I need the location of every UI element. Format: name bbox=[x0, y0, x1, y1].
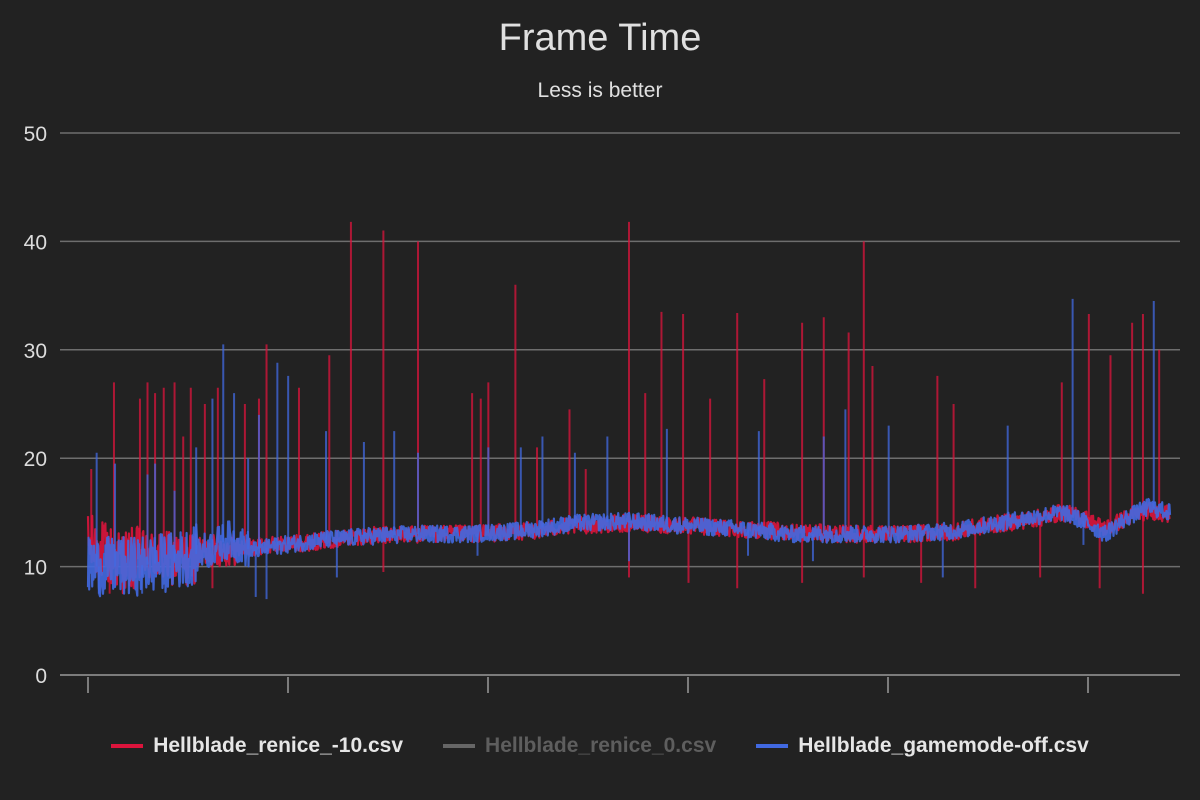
chart-subtitle: Less is better bbox=[538, 79, 663, 102]
x-axis-ticks bbox=[87, 677, 1089, 693]
y-tick-label: 40 bbox=[24, 231, 47, 254]
y-tick-label: 0 bbox=[35, 665, 47, 688]
legend-label-gamemode-off: Hellblade_gamemode-off.csv bbox=[798, 734, 1089, 757]
series-2 bbox=[86, 298, 1172, 600]
y-tick-label: 30 bbox=[24, 340, 47, 363]
legend-label-renice-0: Hellblade_renice_0.csv bbox=[485, 734, 717, 757]
legend-swatch-gamemode-off bbox=[756, 744, 789, 748]
legend-item-gamemode-off[interactable]: Hellblade_gamemode-off.csv bbox=[756, 734, 1089, 758]
legend-label-renice-minus-10: Hellblade_renice_-10.csv bbox=[153, 734, 404, 757]
legend-item-renice-minus-10[interactable]: Hellblade_renice_-10.csv bbox=[111, 734, 403, 758]
legend-swatch-renice-minus-10 bbox=[111, 744, 144, 748]
y-axis-ticks: 0 10 20 30 40 50 bbox=[24, 123, 47, 688]
legend-item-renice-0[interactable]: Hellblade_renice_0.csv bbox=[443, 734, 716, 758]
grid-lines bbox=[60, 132, 1180, 676]
series-layer bbox=[86, 221, 1172, 600]
y-tick-label: 10 bbox=[24, 557, 47, 580]
y-tick-label: 50 bbox=[24, 123, 47, 146]
chart-title: Frame Time bbox=[499, 17, 702, 59]
legend-swatch-renice-0 bbox=[443, 744, 476, 748]
series-line bbox=[86, 497, 1172, 598]
y-tick-label: 20 bbox=[24, 448, 47, 471]
legend: Hellblade_renice_-10.csv Hellblade_renic… bbox=[0, 728, 1200, 764]
